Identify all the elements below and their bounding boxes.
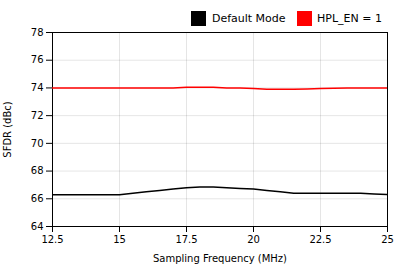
svg-text:66: 66 (31, 193, 44, 204)
svg-text:12.5: 12.5 (41, 234, 63, 245)
svg-text:68: 68 (31, 165, 44, 176)
svg-text:64: 64 (31, 221, 44, 232)
svg-text:72: 72 (31, 110, 44, 121)
svg-text:78: 78 (31, 27, 44, 38)
svg-text:22.5: 22.5 (309, 234, 331, 245)
svg-text:Sampling Frequency (MHz): Sampling Frequency (MHz) (153, 253, 287, 264)
svg-text:15: 15 (113, 234, 126, 245)
svg-text:25: 25 (381, 234, 394, 245)
svg-text:70: 70 (31, 138, 44, 149)
svg-text:76: 76 (31, 54, 44, 65)
svg-text:SFDR (dBc): SFDR (dBc) (2, 101, 13, 158)
svg-text:74: 74 (31, 82, 44, 93)
html-text:HPL_EN = 1: HPL_EN = 1 (317, 12, 382, 25)
html-text:Default Mode: Default Mode (211, 12, 286, 25)
svg-text:20: 20 (247, 234, 260, 245)
svg-text:17.5: 17.5 (175, 234, 197, 245)
